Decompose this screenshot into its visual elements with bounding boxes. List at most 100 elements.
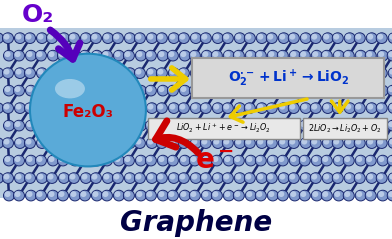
Circle shape	[135, 85, 146, 96]
Circle shape	[235, 104, 241, 110]
Circle shape	[0, 103, 4, 114]
Circle shape	[91, 104, 98, 110]
Circle shape	[157, 104, 163, 110]
Circle shape	[289, 104, 295, 110]
Circle shape	[244, 138, 255, 148]
Circle shape	[49, 51, 54, 57]
Circle shape	[191, 69, 198, 75]
Circle shape	[222, 68, 233, 78]
Circle shape	[47, 138, 58, 148]
Circle shape	[354, 138, 365, 148]
Circle shape	[323, 34, 329, 40]
Circle shape	[322, 86, 328, 92]
Text: $\mathbf{O_2^{\bullet-} + Li^+ \rightarrow LiO_2}$: $\mathbf{O_2^{\bullet-} + Li^+ \rightarr…	[228, 67, 350, 89]
Circle shape	[290, 86, 296, 92]
Circle shape	[201, 190, 212, 201]
Circle shape	[124, 68, 135, 78]
Circle shape	[333, 190, 344, 201]
Circle shape	[189, 190, 200, 201]
Circle shape	[345, 69, 351, 75]
Bar	[0, 28, 392, 198]
Circle shape	[167, 85, 178, 96]
Circle shape	[234, 103, 245, 114]
Circle shape	[235, 174, 241, 179]
Circle shape	[246, 156, 252, 162]
Circle shape	[123, 155, 134, 166]
Circle shape	[200, 68, 211, 78]
Circle shape	[234, 173, 245, 183]
Circle shape	[58, 33, 69, 43]
Text: $LiO_2 + Li^+ + e^- \rightarrow Li_2O_2$: $LiO_2 + Li^+ + e^- \rightarrow Li_2O_2$	[176, 122, 271, 135]
Circle shape	[334, 191, 340, 197]
Circle shape	[0, 33, 4, 43]
Circle shape	[345, 104, 351, 110]
Circle shape	[387, 85, 392, 96]
Circle shape	[256, 33, 267, 43]
Circle shape	[113, 138, 123, 148]
Circle shape	[256, 173, 267, 183]
Circle shape	[365, 85, 376, 96]
Circle shape	[377, 104, 383, 110]
Circle shape	[58, 68, 69, 78]
Circle shape	[278, 51, 284, 57]
Circle shape	[223, 174, 229, 179]
Circle shape	[91, 34, 98, 40]
Circle shape	[289, 155, 300, 166]
Circle shape	[103, 69, 109, 75]
Circle shape	[246, 191, 252, 197]
Circle shape	[278, 33, 289, 43]
Circle shape	[288, 173, 299, 183]
Circle shape	[113, 68, 123, 78]
Circle shape	[245, 174, 251, 179]
Circle shape	[366, 68, 377, 78]
Circle shape	[201, 104, 207, 110]
Circle shape	[189, 50, 200, 61]
Circle shape	[69, 190, 80, 201]
Circle shape	[224, 191, 230, 197]
Circle shape	[71, 156, 76, 162]
Circle shape	[312, 121, 318, 127]
Circle shape	[300, 86, 306, 92]
Circle shape	[189, 85, 200, 96]
Circle shape	[355, 190, 366, 201]
Circle shape	[36, 33, 47, 43]
Circle shape	[113, 139, 120, 145]
Circle shape	[26, 121, 33, 127]
Circle shape	[4, 190, 15, 201]
Circle shape	[389, 34, 392, 40]
Circle shape	[102, 103, 113, 114]
Circle shape	[311, 190, 322, 201]
Circle shape	[311, 69, 317, 75]
Circle shape	[124, 103, 135, 114]
Circle shape	[157, 50, 169, 61]
Circle shape	[387, 120, 392, 131]
Circle shape	[24, 103, 35, 114]
Circle shape	[4, 69, 9, 75]
Circle shape	[36, 103, 47, 114]
Circle shape	[145, 155, 156, 166]
Circle shape	[377, 50, 388, 61]
Circle shape	[278, 103, 289, 114]
Circle shape	[234, 68, 245, 78]
Circle shape	[212, 173, 223, 183]
Circle shape	[311, 174, 317, 179]
FancyArrowPatch shape	[50, 30, 80, 59]
Circle shape	[388, 191, 392, 197]
Circle shape	[289, 139, 295, 145]
Circle shape	[91, 120, 102, 131]
Circle shape	[102, 173, 113, 183]
Circle shape	[344, 191, 350, 197]
Circle shape	[222, 103, 233, 114]
Circle shape	[38, 69, 44, 75]
Circle shape	[102, 86, 109, 92]
Circle shape	[60, 69, 65, 75]
Circle shape	[256, 191, 262, 197]
Circle shape	[36, 173, 47, 183]
Circle shape	[47, 173, 58, 183]
Circle shape	[136, 191, 142, 197]
Circle shape	[233, 85, 244, 96]
Circle shape	[355, 34, 361, 40]
Circle shape	[310, 103, 321, 114]
Circle shape	[223, 104, 229, 110]
Circle shape	[15, 103, 25, 114]
